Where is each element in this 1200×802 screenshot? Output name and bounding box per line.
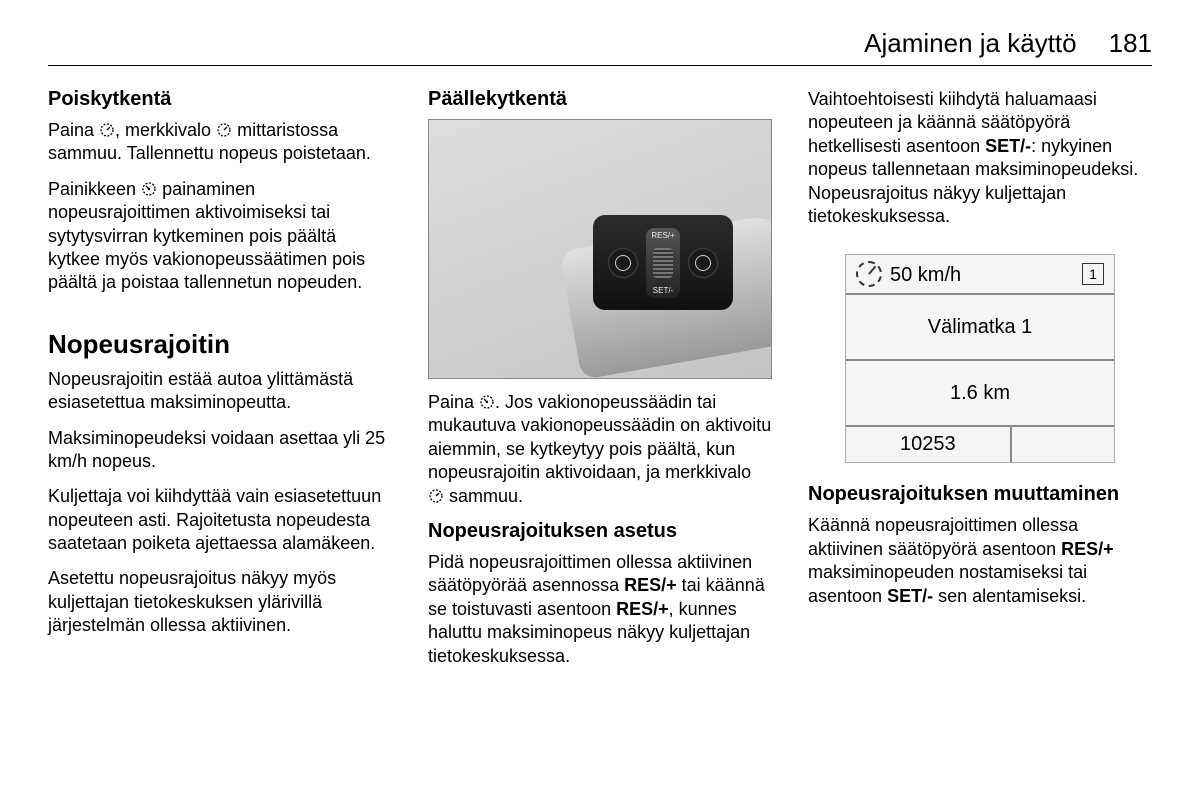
res-plus-bold: RES/+ bbox=[1061, 539, 1114, 559]
cruise-off-icon bbox=[428, 488, 444, 504]
dic-speed: 50 km/h bbox=[856, 261, 961, 287]
para-vaihto-1: Vaihtoehtoisesti kiihdytä haluamaasi nop… bbox=[808, 88, 1152, 228]
dic-row-speed: 50 km/h 1 bbox=[846, 255, 1114, 295]
wheel-control-pad: RES/+ SET/- bbox=[593, 215, 733, 310]
limiter-button-icon bbox=[688, 248, 718, 278]
dic-row-trip-label: Välimatka 1 bbox=[846, 295, 1114, 361]
dic-odometer: 10253 bbox=[846, 427, 1012, 462]
res-label: RES/+ bbox=[651, 231, 674, 240]
para-poisk-2: Painikkeen painaminen nopeusrajoittimen … bbox=[48, 178, 392, 295]
content-columns: Poiskytkentä Paina , merkkivalo mittaris… bbox=[48, 88, 1152, 680]
column-middle: Päällekytkentä RES/+ SET/- Paina . Jos v… bbox=[428, 88, 772, 680]
page-number: 181 bbox=[1109, 28, 1152, 59]
set-minus-bold: SET/- bbox=[985, 136, 1031, 156]
driver-info-display: 50 km/h 1 Välimatka 1 1.6 km 10253 bbox=[845, 254, 1115, 463]
para-nop-4: Asetettu nopeusrajoitus näkyy myös kulje… bbox=[48, 567, 392, 637]
set-label: SET/- bbox=[653, 286, 673, 295]
scroll-wheel-icon bbox=[653, 248, 673, 278]
cruise-off-icon bbox=[99, 122, 115, 138]
para-poisk-1: Paina , merkkivalo mittaristossa sammuu.… bbox=[48, 119, 392, 166]
heading-poiskytkenta: Poiskytkentä bbox=[48, 88, 392, 111]
dic-trip-badge: 1 bbox=[1082, 263, 1104, 285]
set-minus-bold: SET/- bbox=[887, 586, 933, 606]
cruise-off-icon bbox=[216, 122, 232, 138]
para-asetus-1: Pidä nopeusrajoittimen ollessa aktiivine… bbox=[428, 551, 772, 668]
para-nop-1: Nopeusrajoitin estää autoa ylittämästä e… bbox=[48, 368, 392, 415]
header-title: Ajaminen ja käyttö bbox=[864, 28, 1076, 59]
para-paalle-1: Paina . Jos vakionopeussäädin tai mukaut… bbox=[428, 391, 772, 508]
heading-paallekytkenta: Päällekytkentä bbox=[428, 88, 772, 111]
heading-asetus: Nopeusrajoituksen asetus bbox=[428, 520, 772, 543]
cruise-button-icon bbox=[608, 248, 638, 278]
para-muut-1: Käännä nopeusrajoittimen ollessa aktiivi… bbox=[808, 514, 1152, 608]
thumbwheel-control: RES/+ SET/- bbox=[646, 228, 680, 298]
limiter-icon bbox=[141, 181, 157, 197]
column-right: Vaihtoehtoisesti kiihdytä haluamaasi nop… bbox=[808, 88, 1152, 680]
heading-muuttaminen: Nopeusrajoituksen muuttaminen bbox=[808, 483, 1152, 506]
steering-wheel-image: RES/+ SET/- bbox=[428, 119, 772, 379]
res-plus-bold: RES/+ bbox=[624, 575, 677, 595]
dic-row-distance: 1.6 km bbox=[846, 361, 1114, 427]
dic-row-odo: 10253 bbox=[846, 427, 1114, 462]
limiter-icon bbox=[479, 394, 495, 410]
page-header: Ajaminen ja käyttö 181 bbox=[48, 28, 1152, 66]
dic-odo-blank bbox=[1012, 427, 1114, 462]
res-plus-bold: RES/+ bbox=[616, 599, 669, 619]
heading-nopeusrajoitin: Nopeusrajoitin bbox=[48, 329, 392, 360]
para-nop-2: Maksiminopeudeksi voidaan asettaa yli 25… bbox=[48, 427, 392, 474]
speed-limit-icon bbox=[856, 261, 882, 287]
column-left: Poiskytkentä Paina , merkkivalo mittaris… bbox=[48, 88, 392, 680]
para-nop-3: Kuljettaja voi kiihdyttää vain esiasetet… bbox=[48, 485, 392, 555]
